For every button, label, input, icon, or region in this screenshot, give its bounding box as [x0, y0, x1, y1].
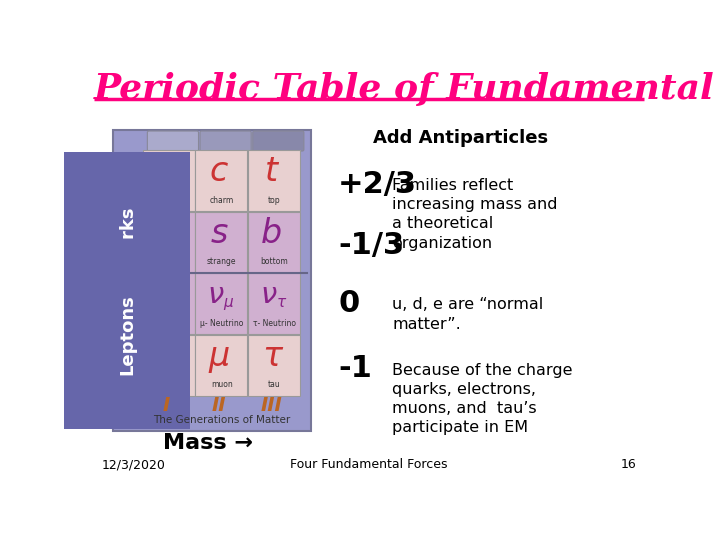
Text: -1: -1 — [338, 354, 372, 383]
Text: I: I — [163, 396, 170, 415]
FancyBboxPatch shape — [248, 150, 300, 211]
Text: u: u — [156, 155, 177, 188]
Text: u, d, e are “normal
matter”.: u, d, e are “normal matter”. — [392, 298, 544, 332]
FancyBboxPatch shape — [200, 131, 251, 151]
Text: t: t — [265, 155, 279, 188]
Text: 16: 16 — [621, 458, 636, 471]
FancyBboxPatch shape — [248, 212, 300, 273]
Text: e: e — [156, 340, 176, 373]
Text: The Generations of Matter: The Generations of Matter — [153, 415, 290, 425]
Text: ν: ν — [260, 281, 276, 309]
Text: 12/3/2020: 12/3/2020 — [102, 458, 166, 471]
Text: up: up — [164, 195, 174, 205]
Text: ν: ν — [155, 281, 171, 309]
Text: μ: μ — [223, 295, 233, 310]
Text: charm: charm — [210, 195, 234, 205]
FancyBboxPatch shape — [248, 273, 300, 334]
FancyBboxPatch shape — [143, 150, 194, 211]
Text: e: e — [171, 295, 180, 310]
Text: e- Neutrino: e- Neutrino — [148, 319, 191, 328]
Text: down: down — [158, 257, 179, 266]
FancyBboxPatch shape — [143, 273, 194, 334]
FancyBboxPatch shape — [195, 150, 248, 211]
Text: Periodic Table of Fundamental Particles: Periodic Table of Fundamental Particles — [94, 72, 720, 106]
Text: τ: τ — [276, 295, 285, 310]
Text: τ- Neutrino: τ- Neutrino — [253, 319, 296, 328]
FancyBboxPatch shape — [148, 131, 199, 151]
Text: d: d — [156, 217, 177, 250]
Text: μ- Neutrino: μ- Neutrino — [200, 319, 243, 328]
FancyBboxPatch shape — [195, 212, 248, 273]
FancyBboxPatch shape — [113, 130, 311, 430]
Text: Because of the charge
quarks, electrons,
muons, and  tau’s
participate in EM: Because of the charge quarks, electrons,… — [392, 363, 572, 435]
Text: strange: strange — [207, 257, 236, 266]
Text: III: III — [261, 396, 283, 415]
Text: s: s — [210, 217, 228, 250]
Text: -1/3: -1/3 — [338, 231, 404, 260]
Text: Mass →: Mass → — [163, 433, 253, 453]
FancyBboxPatch shape — [253, 131, 304, 151]
FancyBboxPatch shape — [195, 273, 248, 334]
Text: bottom: bottom — [261, 257, 288, 266]
Text: Leptons: Leptons — [118, 294, 136, 375]
FancyBboxPatch shape — [248, 335, 300, 396]
Text: Four Fundamental Forces: Four Fundamental Forces — [290, 458, 448, 471]
FancyBboxPatch shape — [195, 335, 248, 396]
Text: 0: 0 — [338, 289, 359, 318]
Text: τ: τ — [262, 340, 282, 373]
Text: II: II — [212, 396, 226, 415]
Text: Quarks: Quarks — [118, 206, 136, 278]
FancyBboxPatch shape — [143, 335, 194, 396]
Text: μ: μ — [209, 340, 230, 373]
Text: b: b — [261, 217, 282, 250]
Text: Families reflect
increasing mass and
a theoretical
organization: Families reflect increasing mass and a t… — [392, 178, 558, 251]
FancyBboxPatch shape — [143, 212, 194, 273]
Text: ν: ν — [207, 281, 223, 309]
Text: electron: electron — [153, 380, 185, 389]
Text: muon: muon — [211, 380, 233, 389]
Text: c: c — [210, 155, 228, 188]
Text: +2/3: +2/3 — [338, 170, 417, 199]
Text: tau: tau — [268, 380, 281, 389]
Text: Add Antiparticles: Add Antiparticles — [373, 129, 548, 147]
Text: top: top — [268, 195, 281, 205]
